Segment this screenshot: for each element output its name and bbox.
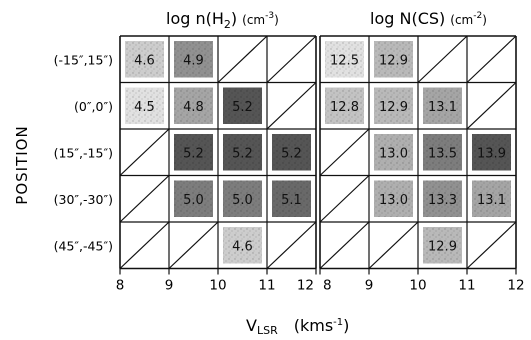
x-tick-label: 11 <box>258 278 275 294</box>
cell-value-label: 5.0 <box>183 193 204 208</box>
panel-title-cs: log N(CS) (cm-2) <box>370 9 487 28</box>
cell-value-label: 12.8 <box>330 100 359 115</box>
empty-cell-diagonal <box>417 35 468 83</box>
x-tick-label: 10 <box>409 278 426 294</box>
x-tick-label: 12 <box>507 278 524 294</box>
value-patch-texture <box>374 180 413 217</box>
panel-title-h2: log n(H2) (cm-3) <box>166 9 279 31</box>
value-patch-texture <box>325 87 364 124</box>
empty-cell-diagonal <box>168 221 219 269</box>
x-tick-label: 8 <box>323 278 332 294</box>
cell-value-label: 4.5 <box>134 100 155 115</box>
cell-value-label: 5.2 <box>183 146 204 161</box>
value-patch-texture <box>174 87 213 124</box>
cell-value-label: 5.0 <box>232 193 253 208</box>
value-patch-texture <box>272 134 311 171</box>
value-patch-texture <box>325 41 364 78</box>
row-label: (-15″,15″) <box>54 52 113 67</box>
value-patch-texture <box>174 41 213 78</box>
cell-value-label: 5.1 <box>281 193 302 208</box>
x-tick-label: 12 <box>297 278 314 294</box>
x-tick-label: 9 <box>165 278 174 294</box>
cell-value-label: 4.9 <box>183 53 204 68</box>
x-tick-label: 8 <box>116 278 125 294</box>
cell-value-label: 13.0 <box>379 193 408 208</box>
value-patch-texture <box>423 87 462 124</box>
row-label: (30″,-30″) <box>54 192 113 207</box>
value-patch-texture <box>472 180 511 217</box>
value-patch-texture <box>272 180 311 217</box>
row-label: (15″,-15″) <box>54 145 113 160</box>
cell-value-label: 13.3 <box>428 193 457 208</box>
cell-value-label: 12.9 <box>379 100 408 115</box>
cell-value-label: 4.6 <box>134 53 155 68</box>
cell-value-label: 13.1 <box>477 193 506 208</box>
cell-value-label: 13.0 <box>379 146 408 161</box>
empty-cell-diagonal <box>266 221 317 269</box>
value-patch-texture <box>374 134 413 171</box>
cell-value-label: 5.2 <box>232 146 253 161</box>
cell-value-label: 13.9 <box>477 146 506 161</box>
cell-value-label: 12.9 <box>428 239 457 254</box>
cell-value-label: 13.5 <box>428 146 457 161</box>
empty-cell-diagonal <box>319 175 370 223</box>
value-patch-texture <box>223 227 262 264</box>
row-label: (45″,-45″) <box>54 238 113 253</box>
value-patch-texture <box>125 87 164 124</box>
panel-1: 12.5 12.9 12.8 12.9 13.1 13.0 13.5 13.9 13.0 13.3… <box>319 35 525 294</box>
empty-cell-diagonal <box>466 82 517 130</box>
value-patch-texture <box>472 134 511 171</box>
value-patch-texture <box>174 180 213 217</box>
value-patch-texture <box>223 87 262 124</box>
value-patch-texture <box>125 41 164 78</box>
empty-cell-diagonal <box>119 128 170 176</box>
value-patch-texture <box>374 41 413 78</box>
value-patch-texture <box>423 180 462 217</box>
row-label: (0″,0″) <box>74 99 113 114</box>
empty-cell-diagonal <box>119 221 170 269</box>
empty-cell-diagonal <box>266 82 317 130</box>
x-tick-label: 9 <box>365 278 374 294</box>
empty-cell-diagonal <box>466 221 517 269</box>
value-patch-texture <box>223 134 262 171</box>
cell-value-label: 13.1 <box>428 100 457 115</box>
cell-value-label: 4.6 <box>232 239 253 254</box>
empty-cell-diagonal <box>217 35 268 83</box>
cell-value-label: 12.9 <box>379 53 408 68</box>
empty-cell-diagonal <box>466 35 517 83</box>
value-patch-texture <box>174 134 213 171</box>
y-axis-label: POSITION <box>13 125 31 204</box>
empty-cell-diagonal <box>319 221 370 269</box>
value-patch-texture <box>423 227 462 264</box>
cell-value-label: 5.2 <box>232 100 253 115</box>
panel-0: 4.6 4.9 4.5 4.8 5.2 5.2 5.2 5.2 5.0 5.0 5.1 4.6 8 9 10… <box>116 35 317 294</box>
value-patch-texture <box>374 87 413 124</box>
value-patch-texture <box>223 180 262 217</box>
empty-cell-diagonal <box>119 175 170 223</box>
cell-value-label: 5.2 <box>281 146 302 161</box>
empty-cell-diagonal <box>319 128 370 176</box>
value-patch-texture <box>423 134 462 171</box>
empty-cell-diagonal <box>266 35 317 83</box>
x-tick-label: 10 <box>209 278 226 294</box>
x-axis-label: VLSR (kms-1) <box>246 316 349 337</box>
x-tick-label: 11 <box>458 278 475 294</box>
cell-value-label: 4.8 <box>183 100 204 115</box>
cell-value-label: 12.5 <box>330 53 359 68</box>
empty-cell-diagonal <box>368 221 419 269</box>
